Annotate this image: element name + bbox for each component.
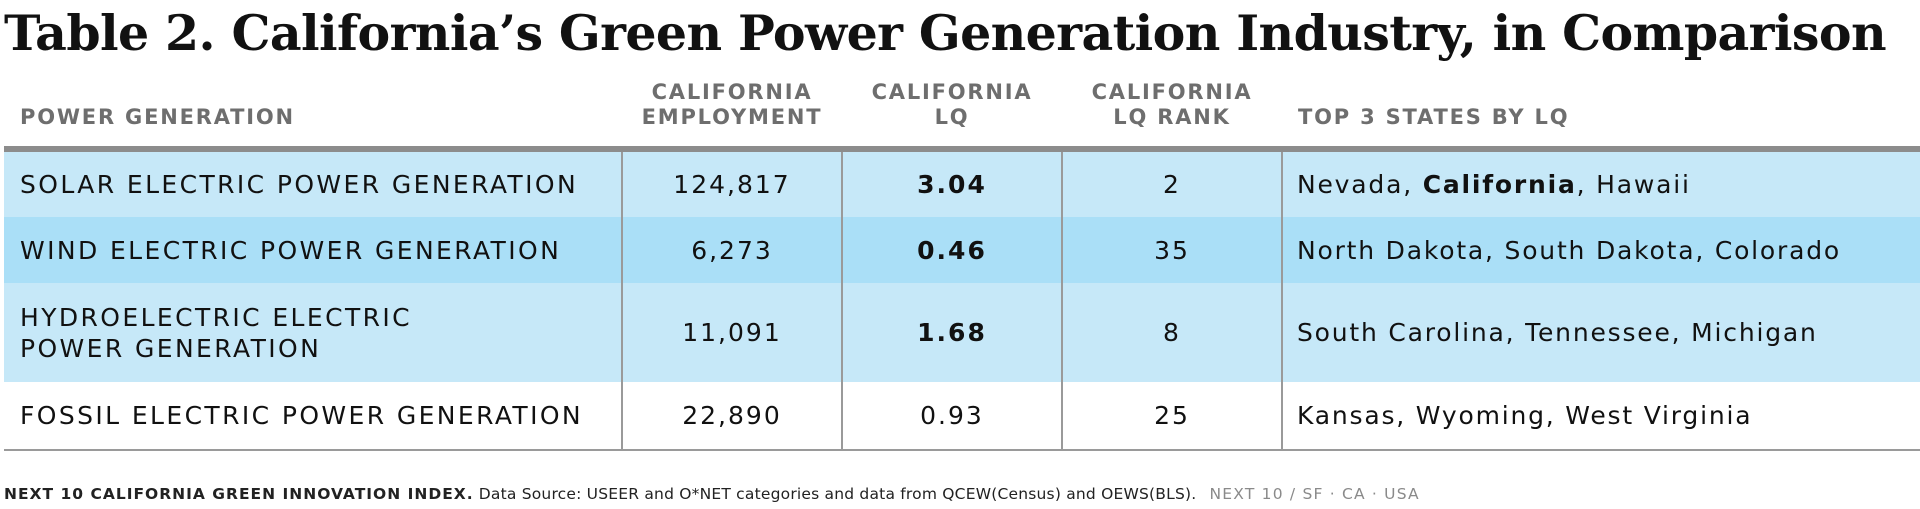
highlighted-state: California bbox=[1422, 170, 1577, 199]
top-states-cell: South Carolina, Tennessee, Michigan bbox=[1281, 283, 1920, 382]
employment-cell: 6,273 bbox=[621, 217, 842, 283]
lq-cell: 0.46 bbox=[841, 217, 1062, 283]
header-row: POWER GENERATION CALIFORNIA EMPLOYMENT CA… bbox=[4, 80, 1920, 152]
table-title: Table 2. California’s Green Power Genera… bbox=[4, 4, 1887, 62]
footer-source: Data Source: USEER and O*NET categories … bbox=[478, 485, 1197, 503]
footer-credit: NEXT 10 / SF · CA · USA bbox=[1209, 485, 1420, 503]
lq-cell: 0.93 bbox=[841, 382, 1062, 451]
table-row: FOSSIL ELECTRIC POWER GENERATION 22,890 … bbox=[4, 382, 1920, 451]
header-california-employment: CALIFORNIA EMPLOYMENT bbox=[622, 80, 842, 152]
top-states-cell: Nevada, California, Hawaii bbox=[1281, 149, 1920, 217]
table-row: SOLAR ELECTRIC POWER GENERATION 124,817 … bbox=[4, 149, 1920, 217]
footer-brand: NEXT 10 CALIFORNIA GREEN INNOVATION INDE… bbox=[4, 485, 474, 503]
source-footer: NEXT 10 CALIFORNIA GREEN INNOVATION INDE… bbox=[4, 485, 1420, 503]
lq-cell: 1.68 bbox=[841, 283, 1062, 382]
power-generation-cell: HYDROELECTRIC ELECTRIC POWER GENERATION bbox=[4, 283, 622, 382]
header-top-3-states: TOP 3 STATES BY LQ bbox=[1282, 80, 1920, 152]
lq-rank-cell: 35 bbox=[1061, 217, 1282, 283]
lq-rank-cell: 2 bbox=[1061, 149, 1282, 217]
power-generation-cell: WIND ELECTRIC POWER GENERATION bbox=[4, 217, 622, 283]
table-row: WIND ELECTRIC POWER GENERATION 6,273 0.4… bbox=[4, 217, 1920, 283]
header-california-lq: CALIFORNIA LQ bbox=[842, 80, 1062, 152]
employment-cell: 124,817 bbox=[621, 149, 842, 217]
lq-cell: 3.04 bbox=[841, 149, 1062, 217]
comparison-table: POWER GENERATION CALIFORNIA EMPLOYMENT CA… bbox=[4, 80, 1920, 451]
header-california-lq-rank: CALIFORNIA LQ RANK bbox=[1062, 80, 1282, 152]
employment-cell: 22,890 bbox=[621, 382, 842, 451]
power-generation-cell: FOSSIL ELECTRIC POWER GENERATION bbox=[4, 382, 622, 451]
power-generation-cell: SOLAR ELECTRIC POWER GENERATION bbox=[4, 149, 622, 217]
lq-rank-cell: 8 bbox=[1061, 283, 1282, 382]
table-row: HYDROELECTRIC ELECTRIC POWER GENERATION 1… bbox=[4, 283, 1920, 382]
header-power-generation: POWER GENERATION bbox=[4, 80, 622, 152]
top-states-cell: North Dakota, South Dakota, Colorado bbox=[1281, 217, 1920, 283]
employment-cell: 11,091 bbox=[621, 283, 842, 382]
top-states-cell: Kansas, Wyoming, West Virginia bbox=[1281, 382, 1920, 451]
lq-rank-cell: 25 bbox=[1061, 382, 1282, 451]
